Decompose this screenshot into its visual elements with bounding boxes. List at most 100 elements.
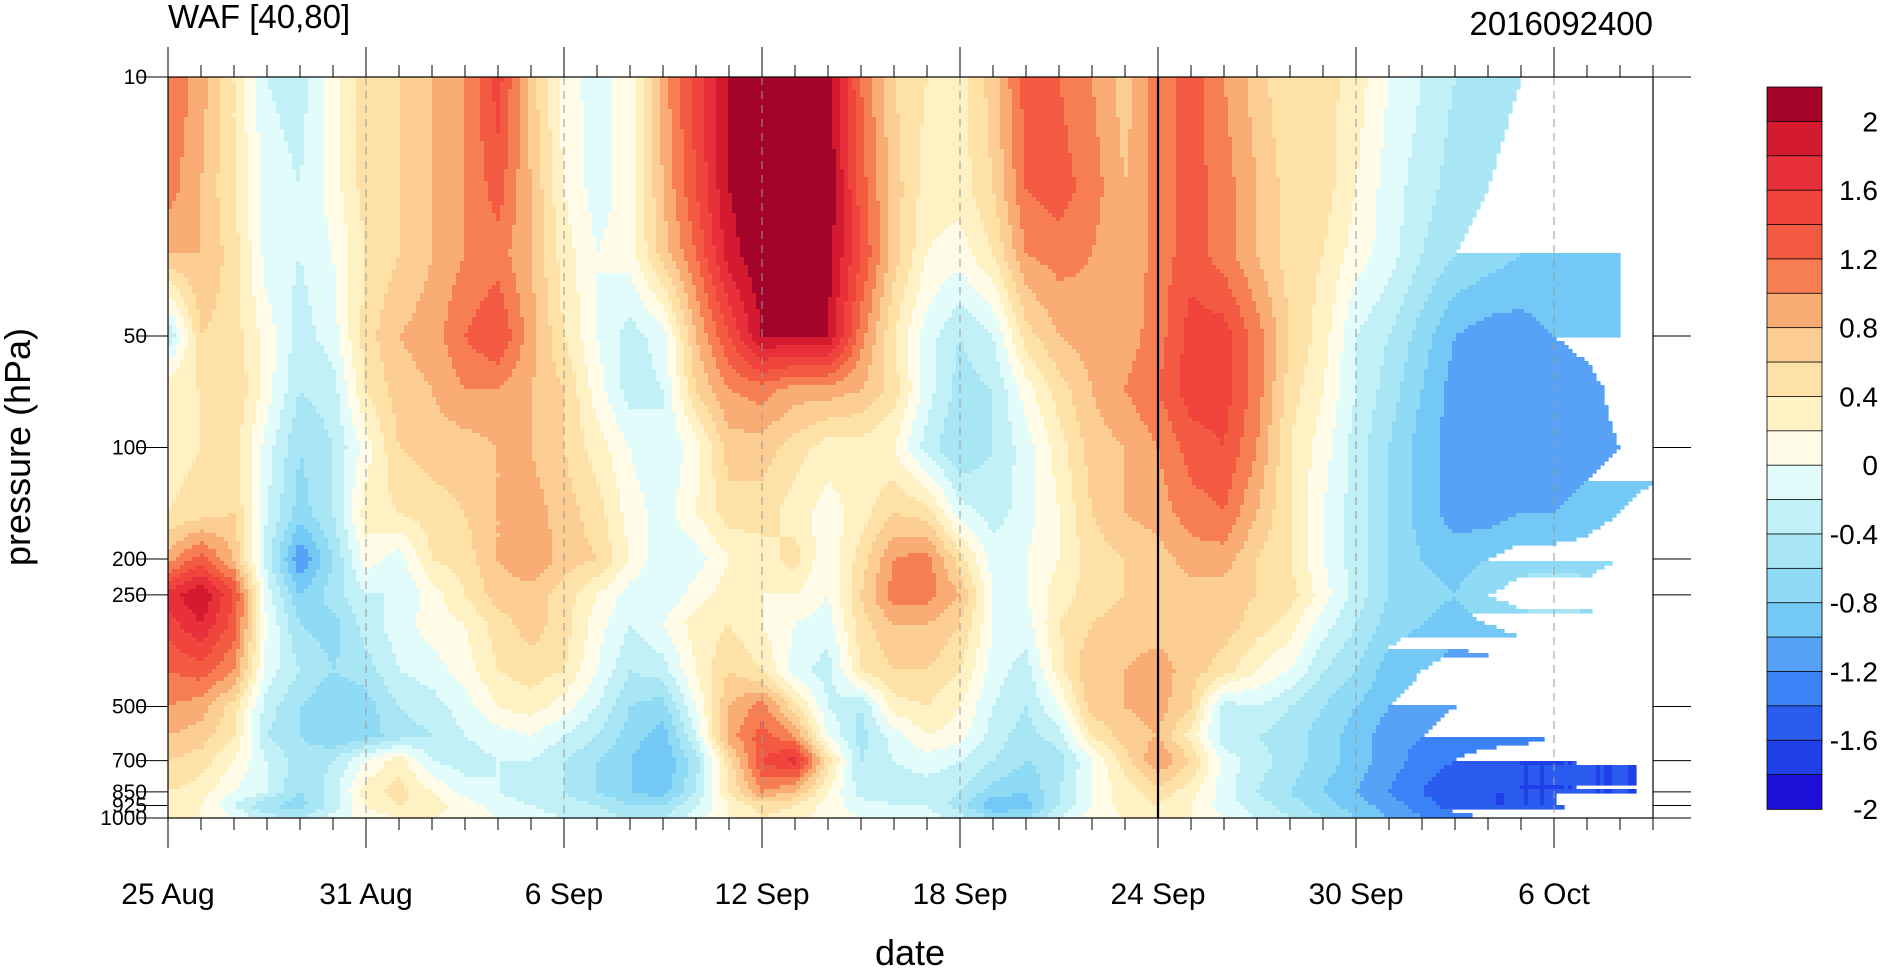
contour-cell xyxy=(900,261,913,266)
contour-cell xyxy=(692,225,701,230)
contour-cell xyxy=(700,393,717,398)
contour-cell xyxy=(224,261,241,266)
contour-cell xyxy=(464,121,481,126)
contour-cell xyxy=(680,233,693,238)
contour-cell xyxy=(1440,165,1497,170)
contour-cell xyxy=(680,381,689,386)
contour-cell xyxy=(864,105,873,110)
contour-cell xyxy=(940,285,973,290)
contour-cell xyxy=(1336,301,1349,306)
contour-cell xyxy=(636,125,645,130)
contour-cell xyxy=(304,265,337,270)
contour-cell xyxy=(432,157,465,162)
contour-cell xyxy=(336,385,349,390)
contour-cell xyxy=(980,293,1001,298)
contour-cell xyxy=(512,77,521,82)
contour-cell xyxy=(1324,381,1341,386)
contour-cell xyxy=(384,361,417,366)
contour-cell xyxy=(636,197,645,202)
contour-cell xyxy=(432,393,533,398)
contour-cell xyxy=(936,293,981,298)
contour-cell xyxy=(720,373,741,378)
contour-cell xyxy=(704,121,717,126)
contour-cell xyxy=(660,89,669,94)
contour-cell xyxy=(832,137,841,142)
contour-cell xyxy=(1280,253,1325,258)
contour-cell xyxy=(220,281,241,286)
contour-cell xyxy=(324,77,341,82)
contour-cell xyxy=(344,197,361,202)
contour-cell xyxy=(1324,385,1341,390)
contour-cell xyxy=(992,185,1005,190)
contour-cell xyxy=(552,181,565,186)
contour-cell xyxy=(276,349,293,354)
contour-cell xyxy=(1272,97,1341,102)
contour-cell xyxy=(864,149,877,154)
contour-cell xyxy=(716,89,729,94)
contour-cell xyxy=(480,97,493,102)
contour-cell xyxy=(608,225,637,230)
contour-cell xyxy=(684,257,697,262)
contour-cell xyxy=(844,197,853,202)
contour-cell xyxy=(168,357,173,362)
contour-cell xyxy=(424,373,457,378)
contour-cell xyxy=(560,269,577,274)
contour-cell xyxy=(668,245,681,250)
contour-cell xyxy=(548,305,561,310)
contour-cell xyxy=(188,85,209,90)
contour-cell xyxy=(360,193,401,198)
contour-cell xyxy=(900,137,921,142)
contour-cell xyxy=(1064,117,1097,122)
contour-cell xyxy=(1176,233,1209,238)
contour-cell xyxy=(612,121,637,126)
contour-cell xyxy=(512,265,533,270)
contour-cell xyxy=(324,133,341,138)
contour-cell xyxy=(1116,109,1133,114)
contour-cell xyxy=(400,237,433,242)
contour-cell xyxy=(532,277,549,282)
contour-cell xyxy=(876,173,889,178)
contour-cell xyxy=(560,305,581,310)
contour-cell xyxy=(388,289,425,294)
contour-cell xyxy=(396,265,429,270)
contour-cell xyxy=(1444,265,1505,270)
contour-cell xyxy=(904,285,921,290)
contour-cell xyxy=(1276,345,1289,350)
contour-cell xyxy=(508,101,521,106)
contour-cell xyxy=(920,161,973,166)
contour-cell xyxy=(636,185,645,190)
contour-cell xyxy=(1400,305,1425,310)
contour-cell xyxy=(500,85,513,90)
contour-cell xyxy=(1176,77,1205,82)
contour-cell xyxy=(644,273,657,278)
contour-cell xyxy=(392,269,429,274)
contour-cell xyxy=(860,325,869,330)
contour-cell xyxy=(900,225,917,230)
contour-cell xyxy=(676,337,681,342)
contour-cell xyxy=(596,301,645,306)
contour-cell xyxy=(956,353,969,358)
contour-cell xyxy=(888,165,901,170)
contour-cell xyxy=(580,89,613,94)
contour-cell xyxy=(652,85,661,90)
contour-cell xyxy=(344,369,357,374)
contour-cell xyxy=(980,377,1005,382)
contour-cell xyxy=(724,237,741,242)
contour-cell xyxy=(536,361,557,366)
contour-cell xyxy=(920,173,973,178)
contour-cell xyxy=(576,281,597,286)
contour-cell xyxy=(660,113,673,118)
contour-cell xyxy=(652,77,661,82)
contour-cell xyxy=(896,85,925,90)
contour-cell xyxy=(548,121,561,126)
contour-cell xyxy=(680,225,693,230)
contour-cell xyxy=(520,85,529,90)
contour-cell xyxy=(716,93,729,98)
contour-cell xyxy=(1388,81,1421,86)
contour-cell xyxy=(848,177,857,182)
contour-cell xyxy=(1064,109,1097,114)
contour-cell xyxy=(908,349,921,354)
contour-cell xyxy=(1184,321,1229,326)
contour-cell xyxy=(1340,89,1365,94)
contour-cell xyxy=(1020,89,1061,94)
